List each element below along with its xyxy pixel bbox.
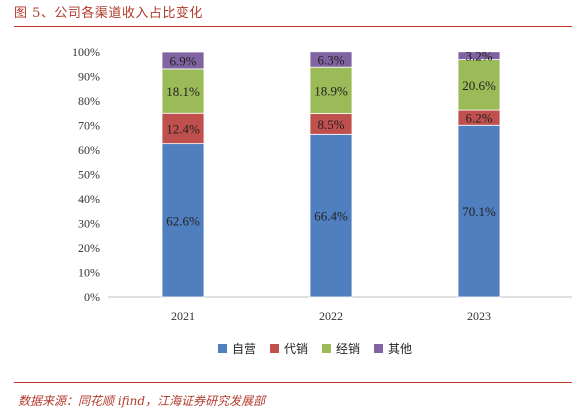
x-tick-label: 2022 <box>319 309 343 323</box>
bar-segment-0-2 <box>161 68 205 114</box>
data-label: 6.2% <box>465 111 492 126</box>
legend-item: 代销 <box>270 340 308 357</box>
y-tick-label: 70% <box>78 119 100 133</box>
legend-label: 代销 <box>284 342 309 356</box>
top-rule <box>14 26 572 27</box>
bar-segment-0-0 <box>161 143 205 298</box>
source-note: 数据来源：同花顺 ifind，江海证券研究发展部 <box>18 394 266 408</box>
y-tick-label: 50% <box>78 168 100 182</box>
data-label: 18.1% <box>166 84 200 99</box>
bar-segment-2-3 <box>457 51 501 60</box>
data-label: 18.9% <box>314 83 348 98</box>
bar-segment-2-2 <box>457 59 501 111</box>
y-tick-label: 10% <box>78 266 100 280</box>
data-label: 70.1% <box>462 204 496 219</box>
legend-swatch <box>218 344 227 353</box>
legend-item: 其他 <box>374 340 412 357</box>
figure-title: 图 5、公司各渠道收入占比变化 <box>14 6 203 21</box>
data-label: 66.4% <box>314 209 348 224</box>
data-label: 12.4% <box>166 121 200 136</box>
legend: 自营 代销 经销 其他 <box>218 340 412 357</box>
y-tick-label: 100% <box>72 45 100 59</box>
data-label: 6.3% <box>317 52 344 67</box>
bar-segment-1-3 <box>309 51 353 68</box>
data-label: 62.6% <box>166 213 200 228</box>
data-label: 6.9% <box>169 53 196 68</box>
data-label: 3.2% <box>465 49 492 64</box>
data-label: 8.5% <box>317 117 344 132</box>
bottom-rule <box>14 382 572 383</box>
legend-swatch <box>374 344 384 353</box>
bar-segment-1-0 <box>309 133 353 298</box>
x-tick-label: 2023 <box>467 309 491 323</box>
y-tick-label: 60% <box>78 143 100 157</box>
bar-segment-2-0 <box>457 124 501 298</box>
data-label: 20.6% <box>462 78 496 93</box>
legend-swatch <box>270 344 280 353</box>
legend-label: 经销 <box>336 342 361 356</box>
y-tick-label: 0% <box>84 290 100 304</box>
x-tick-label: 2021 <box>171 309 195 323</box>
y-tick-label: 90% <box>78 70 100 84</box>
bar-segment-0-3 <box>161 51 205 70</box>
legend-label: 自营 <box>232 342 257 356</box>
legend-label: 其他 <box>388 342 413 356</box>
legend-item: 自营 <box>218 340 256 357</box>
y-tick-label: 20% <box>78 241 100 255</box>
y-tick-label: 80% <box>78 94 100 108</box>
legend-swatch <box>322 344 332 353</box>
bar-segment-0-1 <box>161 112 205 145</box>
legend-item: 经销 <box>322 340 360 357</box>
y-tick-label: 40% <box>78 192 100 206</box>
y-tick-label: 30% <box>78 217 100 231</box>
